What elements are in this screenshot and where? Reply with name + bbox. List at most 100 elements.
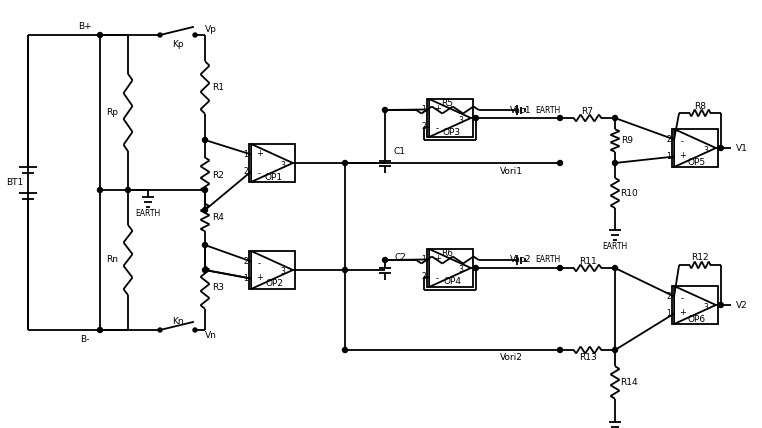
Text: +: + <box>256 149 263 158</box>
Circle shape <box>473 116 479 121</box>
Text: 2: 2 <box>243 257 248 266</box>
Circle shape <box>613 265 617 270</box>
Text: 2: 2 <box>243 167 248 176</box>
Text: BT1: BT1 <box>6 178 24 187</box>
Text: R7: R7 <box>581 107 594 116</box>
Text: +: + <box>679 151 686 160</box>
Circle shape <box>203 187 207 193</box>
Bar <box>249 144 295 182</box>
Bar <box>672 129 718 167</box>
Circle shape <box>719 146 723 151</box>
Circle shape <box>98 187 103 193</box>
Text: R14: R14 <box>620 378 638 387</box>
Text: 1: 1 <box>243 274 248 283</box>
Text: 3: 3 <box>458 265 463 274</box>
Text: Vori2: Vori2 <box>500 354 523 363</box>
Text: B-: B- <box>80 336 90 345</box>
Circle shape <box>158 33 162 37</box>
Text: 2: 2 <box>421 272 426 281</box>
Text: Vp: Vp <box>205 24 217 33</box>
Bar <box>672 286 718 324</box>
Circle shape <box>383 258 388 262</box>
Text: R11: R11 <box>578 256 597 265</box>
Text: -: - <box>436 124 439 133</box>
Circle shape <box>342 268 347 273</box>
Bar <box>249 251 295 289</box>
Text: Vac1: Vac1 <box>510 105 532 115</box>
Text: V2: V2 <box>736 300 748 309</box>
Text: 3: 3 <box>703 303 708 312</box>
Circle shape <box>613 116 617 121</box>
Bar <box>427 249 473 287</box>
Circle shape <box>126 187 130 193</box>
Text: V1: V1 <box>736 143 748 152</box>
Text: R12: R12 <box>691 253 709 262</box>
Circle shape <box>193 33 197 37</box>
Text: Rn: Rn <box>106 256 118 265</box>
Text: Vac2: Vac2 <box>510 256 532 265</box>
Text: EARTH: EARTH <box>603 241 628 250</box>
Circle shape <box>203 268 207 273</box>
Text: OP1: OP1 <box>265 172 283 181</box>
Circle shape <box>193 328 197 332</box>
Text: Rp: Rp <box>106 108 118 117</box>
Circle shape <box>613 160 617 166</box>
Text: OP4: OP4 <box>443 277 461 286</box>
Text: C2: C2 <box>394 253 406 262</box>
Text: R8: R8 <box>694 101 706 110</box>
Text: -: - <box>680 137 684 146</box>
Text: R4: R4 <box>212 213 224 222</box>
Circle shape <box>558 160 562 166</box>
Circle shape <box>203 243 207 247</box>
Circle shape <box>342 348 347 353</box>
Text: -: - <box>258 169 261 178</box>
Text: 2: 2 <box>666 135 671 144</box>
Text: Kn: Kn <box>171 316 184 326</box>
Text: 1: 1 <box>243 150 248 159</box>
Text: -: - <box>680 294 684 303</box>
Text: 1: 1 <box>421 255 426 264</box>
Text: 1: 1 <box>421 105 426 114</box>
Circle shape <box>473 265 479 270</box>
Text: R10: R10 <box>620 188 638 197</box>
Text: +: + <box>256 273 263 282</box>
Text: +: + <box>679 308 686 317</box>
Text: R2: R2 <box>212 170 224 179</box>
Text: 1: 1 <box>666 152 671 161</box>
Circle shape <box>342 160 347 166</box>
Text: EARTH: EARTH <box>136 208 161 217</box>
Text: R9: R9 <box>621 136 633 145</box>
Text: C1: C1 <box>394 146 406 155</box>
Text: -: - <box>436 274 439 283</box>
Text: B+: B+ <box>78 21 91 30</box>
Text: OP5: OP5 <box>688 158 706 166</box>
Circle shape <box>203 208 207 212</box>
Text: OP2: OP2 <box>265 279 283 288</box>
Text: +: + <box>434 104 440 113</box>
Text: 3: 3 <box>703 146 708 155</box>
Circle shape <box>158 328 162 332</box>
Text: +: + <box>434 254 440 263</box>
Circle shape <box>558 265 562 270</box>
Text: EARTH: EARTH <box>535 105 560 115</box>
Text: EARTH: EARTH <box>535 256 560 265</box>
Text: R5: R5 <box>441 98 453 107</box>
Text: R3: R3 <box>212 283 224 292</box>
Text: R6: R6 <box>441 249 453 258</box>
Bar <box>427 99 473 137</box>
Text: Vori1: Vori1 <box>500 166 523 175</box>
Text: 1: 1 <box>666 309 671 318</box>
Circle shape <box>203 137 207 143</box>
Circle shape <box>558 348 562 353</box>
Circle shape <box>613 348 617 353</box>
Circle shape <box>558 116 562 121</box>
Text: Vn: Vn <box>205 332 217 341</box>
Text: OP6: OP6 <box>688 315 706 324</box>
Text: 3: 3 <box>280 268 285 276</box>
Text: 2: 2 <box>666 292 671 301</box>
Circle shape <box>719 303 723 307</box>
Text: Kp: Kp <box>171 39 184 48</box>
Text: -: - <box>258 259 261 268</box>
Text: R13: R13 <box>578 353 597 362</box>
Circle shape <box>98 33 103 38</box>
